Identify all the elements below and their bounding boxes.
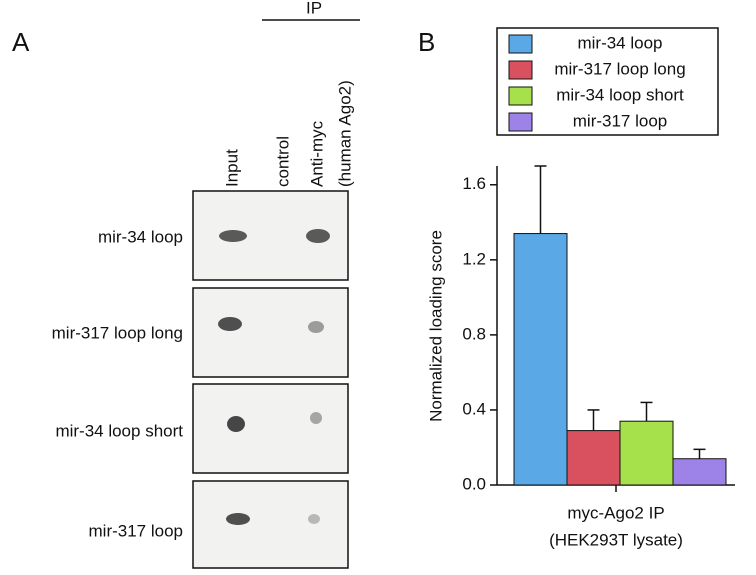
legend-swatch <box>508 112 533 132</box>
x-axis-label: (HEK293T lysate) <box>549 530 683 549</box>
blot <box>192 480 349 569</box>
legend-swatch <box>508 60 533 80</box>
band <box>306 229 330 243</box>
blot <box>192 383 349 474</box>
column-label: (human Ago2) <box>335 80 354 187</box>
bar <box>566 430 621 486</box>
blot <box>192 287 349 378</box>
legend-label: mir-317 loop <box>573 111 668 130</box>
legend-label: mir-34 loop short <box>556 85 684 104</box>
x-axis-label: myc-Ago2 IP <box>567 503 664 522</box>
band <box>227 416 245 432</box>
row-label: mir-317 loop long <box>52 323 183 342</box>
row-label: mir-34 loop <box>98 227 183 246</box>
legend-box <box>496 27 719 136</box>
legend-label: mir-317 loop long <box>554 59 685 78</box>
band <box>219 230 247 242</box>
legend-swatch <box>508 34 533 54</box>
error-bar <box>693 448 706 459</box>
column-label: control <box>273 136 292 187</box>
column-label: Input <box>222 149 241 187</box>
band <box>308 321 324 333</box>
panel-a: A IP Input control Anti-myc (human Ago2) mi… <box>12 0 360 569</box>
error-bar <box>640 401 653 422</box>
band <box>218 317 242 331</box>
row-label: mir-34 loop short <box>55 421 183 440</box>
legend-swatch <box>508 86 533 106</box>
blots <box>192 190 349 569</box>
y-tick-label: 1.2 <box>462 249 486 268</box>
legend-label: mir-34 loop <box>577 33 662 52</box>
y-tick-label: 1.6 <box>462 174 486 193</box>
y-tick-label: 0.8 <box>462 324 486 343</box>
bar <box>672 458 727 486</box>
ip-label: IP <box>306 0 322 17</box>
row-label: mir-317 loop <box>89 521 184 540</box>
y-tick-label: 0.0 <box>462 474 486 493</box>
error-bar <box>587 409 600 431</box>
band <box>226 513 250 525</box>
band <box>310 412 322 424</box>
column-labels: Input control Anti-myc (human Ago2) <box>222 80 354 187</box>
column-label: Anti-myc <box>307 120 326 187</box>
bar <box>619 420 674 486</box>
panel-label: A <box>12 27 30 57</box>
error-bar <box>534 165 547 234</box>
bar <box>513 233 568 486</box>
row-labels: mir-34 loop mir-317 loop long mir-34 loop … <box>52 227 184 540</box>
bands <box>218 229 330 525</box>
y-tick-label: 0.4 <box>462 399 486 418</box>
panel-label: B <box>418 27 435 57</box>
panel-b: B 0.0 0.4 0.8 1.2 1.6 Normalized loading scor… <box>418 27 735 549</box>
y-axis-label: Normalized loading score <box>426 230 445 422</box>
band <box>308 514 320 524</box>
